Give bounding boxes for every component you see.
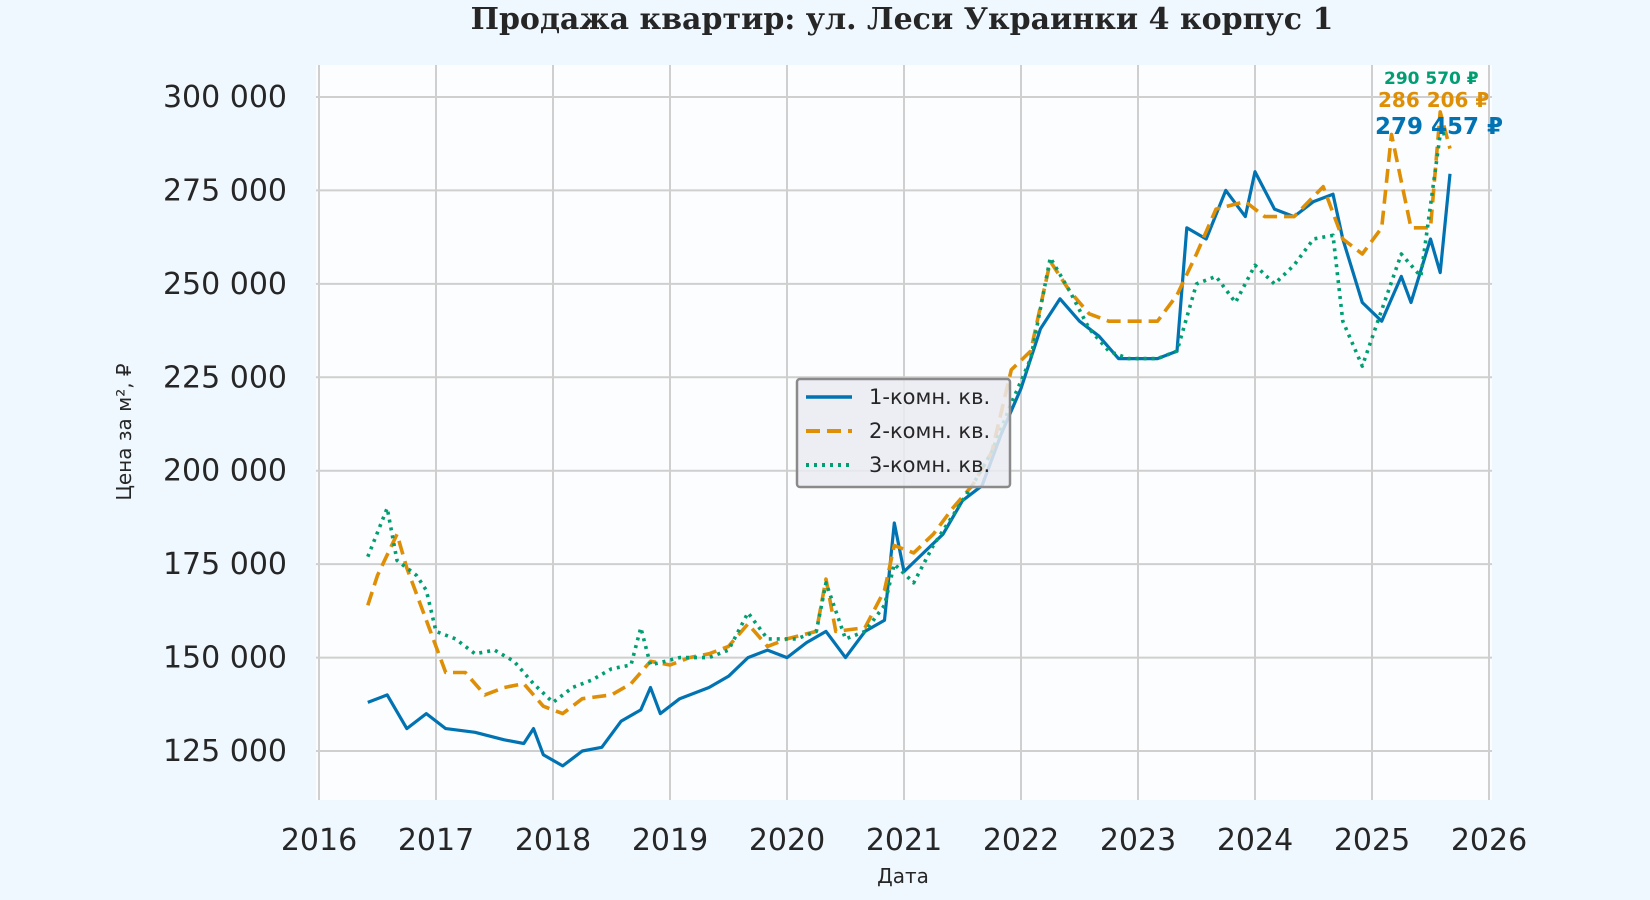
y-axis-ticks: 125 000 150 000 175 000 200 000 225 000 250 0… [163, 80, 287, 769]
x-tick-label: 2020 [749, 823, 825, 858]
legend: 1-комн. кв. 2-комн. кв. 3-комн. кв. [795, 377, 1012, 489]
end-label-1: 279 457 ₽ [1375, 114, 1503, 140]
x-tick-label: 2022 [983, 823, 1059, 858]
chart-title: Продажа квартир: ул. Леси Украинки 4 кор… [471, 2, 1334, 37]
y-tick-label: 200 000 [163, 454, 287, 489]
x-axis-ticks: 2016 2017 2018 2019 2020 2021 2022 2023 2024 2025… [281, 823, 1527, 858]
y-tick-label: 275 000 [163, 173, 287, 208]
series-line-3 [366, 130, 1451, 705]
legend-label-1: 1-комн. кв. [869, 385, 990, 409]
x-tick-label: 2026 [1451, 823, 1527, 858]
y-tick-label: 125 000 [163, 734, 287, 769]
y-tick-label: 175 000 [163, 547, 287, 582]
x-tick-label: 2019 [632, 823, 708, 858]
x-tick-label: 2023 [1100, 823, 1176, 858]
x-tick-label: 2018 [515, 823, 591, 858]
y-tick-label: 150 000 [163, 641, 287, 676]
x-tick-label: 2021 [866, 823, 942, 858]
y-tick-label: 250 000 [163, 267, 287, 302]
legend-label-2: 2-комн. кв. [869, 419, 990, 443]
y-axis-label: Цена за м², ₽ [112, 363, 136, 501]
end-label-3: 290 570 ₽ [1384, 69, 1479, 89]
y-tick-label: 225 000 [163, 360, 287, 395]
x-tick-label: 2025 [1334, 823, 1410, 858]
y-tick-label: 300 000 [163, 80, 287, 115]
end-labels: 290 570 ₽286 206 ₽279 457 ₽ [1375, 69, 1503, 140]
x-tick-label: 2016 [281, 823, 357, 858]
x-tick-label: 2024 [1217, 823, 1293, 858]
x-axis-label: Дата [877, 864, 929, 888]
legend-label-3: 3-комн. кв. [869, 453, 990, 477]
end-label-2: 286 206 ₽ [1378, 88, 1489, 112]
legend-box [795, 377, 1012, 489]
x-tick-label: 2017 [398, 823, 474, 858]
